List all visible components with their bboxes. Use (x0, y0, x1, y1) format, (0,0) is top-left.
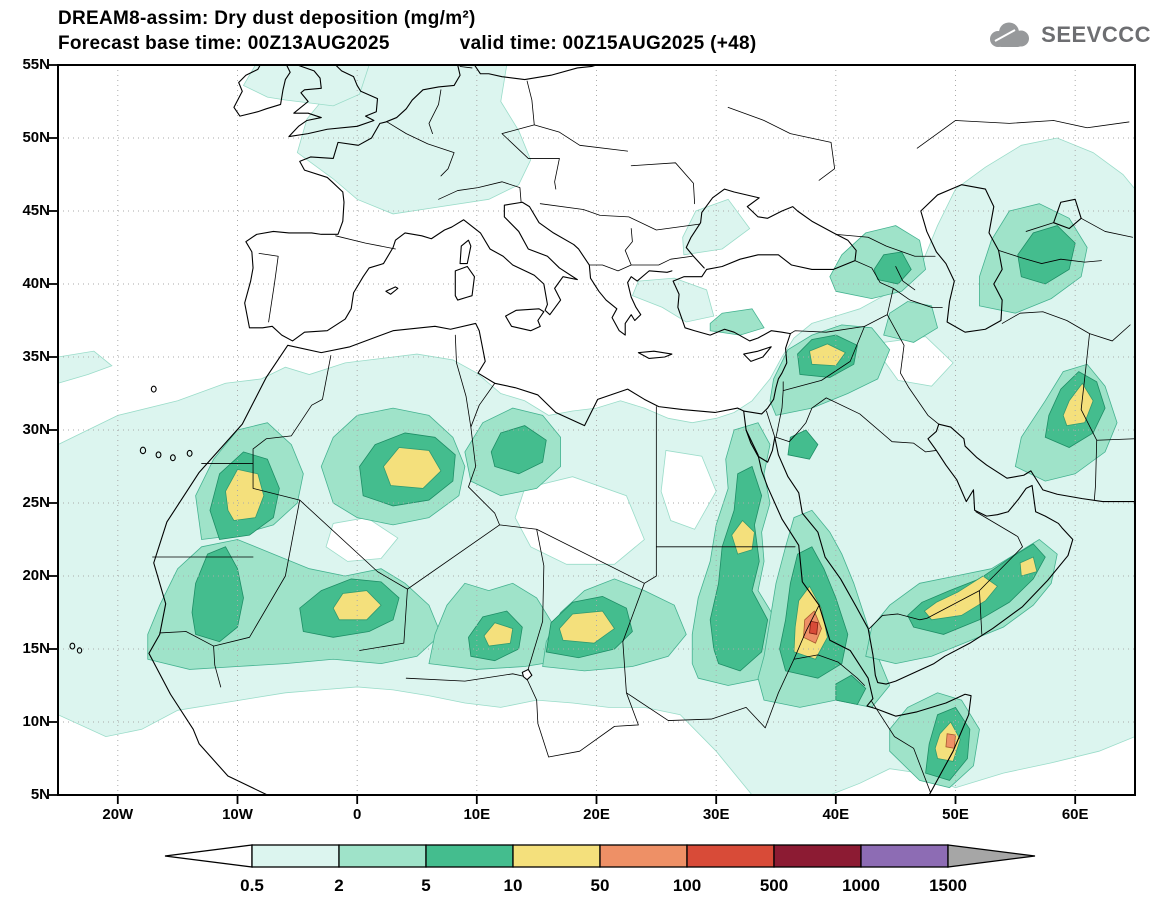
colorbar-tick-label: 0.5 (240, 876, 264, 895)
arabia-coastline (775, 424, 1073, 684)
logo-text: SEEVCCC (1041, 22, 1151, 47)
colorbar-tick-label: 1500 (929, 876, 967, 895)
colorbar-tick-label: 5 (421, 876, 430, 895)
baltic-coastline (474, 65, 596, 80)
country-borders (153, 66, 1135, 792)
colorbar-right-arrow (947, 844, 1036, 868)
map-subtitle: Forecast base time: 00Z13AUG2025 valid ti… (58, 33, 756, 55)
sinai-coastline (746, 430, 775, 462)
coastline-borders-layer (58, 65, 1135, 795)
colorbar-segment (338, 844, 427, 868)
lon-tick-label: 60E (1061, 806, 1089, 823)
colorbar-segment (599, 844, 688, 868)
colorbar-tick-label: 1000 (842, 876, 880, 895)
ireland-coastline (234, 65, 290, 116)
lat-tick-label: 10N (22, 713, 50, 730)
colorbar-tick-label: 500 (760, 876, 788, 895)
map-title: DREAM8-assim: Dry dust deposition (mg/m²… (58, 8, 476, 29)
forecast-base-time: Forecast base time: 00Z13AUG2025 (58, 33, 390, 54)
colorbar-tick-label: 100 (673, 876, 701, 895)
colorbar-tick-label: 2 (334, 876, 343, 895)
lat-tick-label: 15N (22, 640, 50, 657)
lon-tick-label: 10W (222, 806, 253, 823)
colorbar-segment (512, 844, 601, 868)
lat-tick-label: 45N (22, 202, 50, 219)
seevccc-logo: SEEVCCC (985, 20, 1151, 50)
colorbar-segment (860, 844, 949, 868)
lon-tick-label: 40E (822, 806, 850, 823)
lon-tick-label: 0 (353, 806, 362, 823)
lat-tick-label: 35N (22, 348, 50, 365)
valid-time: valid time: 00Z15AUG2025 (+48) (459, 33, 757, 54)
colorbar-segment (251, 844, 340, 868)
lake-chad (522, 669, 532, 679)
cloud-icon (990, 22, 1030, 47)
colorbar-segment (773, 844, 862, 868)
africa-coastline (149, 323, 971, 795)
lon-tick-label: 10E (463, 806, 491, 823)
lat-tick-label: 55N (22, 56, 50, 73)
lon-tick-label: 20E (583, 806, 610, 823)
lon-tick-label: 20W (102, 806, 134, 823)
lon-tick-label: 50E (942, 806, 969, 823)
lon-tick-label: 30E (702, 806, 730, 823)
aral-sea (1054, 199, 1082, 228)
caspian-sea (921, 185, 1002, 332)
colorbar-tick-label: 10 (504, 876, 523, 895)
britain-coastline (289, 65, 378, 137)
colorbar-segment (686, 844, 775, 868)
lat-tick-label: 50N (22, 129, 50, 146)
map-plot-area (58, 65, 1135, 795)
colorbar-left-arrow (164, 844, 253, 868)
lat-tick-label: 30N (22, 421, 50, 438)
colorbar-tick-label: 50 (591, 876, 610, 895)
lat-tick-label: 25N (22, 494, 50, 511)
lat-tick-label: 40N (22, 275, 50, 292)
levant-turkey-blacksea-coastline (673, 189, 856, 414)
iran-coastline (939, 424, 1135, 501)
colorbar: 0.5 2 5 10 50 100 500 1000 1500 (164, 844, 1036, 895)
lat-tick-label: 5N (30, 786, 50, 803)
islands (70, 240, 771, 653)
lat-tick-label: 20N (22, 567, 50, 584)
colorbar-segment (425, 844, 514, 868)
